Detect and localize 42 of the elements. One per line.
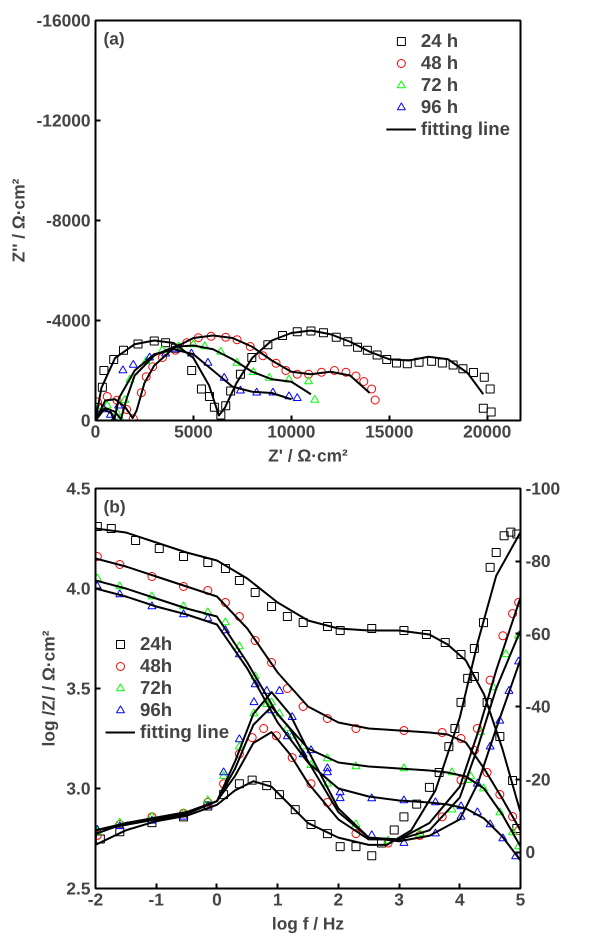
legend-label: fitting line bbox=[420, 118, 510, 140]
y2-tick-label: 0 bbox=[526, 842, 536, 862]
y-tick-label: -8000 bbox=[46, 210, 91, 230]
y-tick-label: -4000 bbox=[46, 310, 91, 330]
x-tick-label: 4 bbox=[454, 890, 465, 910]
y-tick-label: 3.0 bbox=[66, 778, 91, 798]
legend-label: 96 h bbox=[420, 96, 458, 118]
y2-tick-label: -80 bbox=[526, 551, 551, 572]
x-tick-label: 20000 bbox=[463, 422, 512, 442]
text: (a) bbox=[104, 28, 125, 48]
x-tick-label: 1 bbox=[272, 890, 283, 910]
x-axis-title: log f / Hz bbox=[272, 914, 344, 934]
x-axis-title: Z' / Ω·cm² bbox=[268, 446, 348, 466]
text: (b) bbox=[104, 496, 126, 516]
y-tick-label: 2.5 bbox=[66, 878, 91, 898]
legend-label: 72h bbox=[140, 677, 172, 699]
y-tick-label: -12000 bbox=[36, 110, 91, 130]
legend-label: 48h bbox=[140, 655, 172, 677]
y2-tick-label: -100 bbox=[526, 478, 560, 498]
x-tick-label: 0 bbox=[212, 890, 222, 910]
legend-label: 24 h bbox=[420, 30, 458, 52]
x-tick-label: 5000 bbox=[174, 422, 213, 442]
x-tick-label: 2 bbox=[334, 890, 344, 910]
legend-label: 24h bbox=[140, 633, 172, 655]
y-axis-title: log /Z/ / Ω·cm² bbox=[38, 630, 58, 746]
legend-label: 72 h bbox=[420, 74, 458, 96]
legend-label: 48 h bbox=[420, 52, 458, 74]
y-tick-label: 3.5 bbox=[66, 678, 91, 698]
y2-tick-label: -60 bbox=[526, 624, 551, 644]
x-tick-label: 3 bbox=[394, 890, 404, 910]
x-tick-label: 15000 bbox=[365, 422, 414, 442]
y-axis-title: Z'' / Ω·cm² bbox=[8, 178, 29, 262]
y-tick-label: -16000 bbox=[36, 10, 91, 30]
y-tick-label: 4.0 bbox=[66, 578, 91, 598]
x-tick-label: 10000 bbox=[267, 422, 316, 442]
x-tick-label: -1 bbox=[148, 890, 164, 910]
legend-label: fitting line bbox=[140, 721, 230, 743]
y-tick-label: 4.5 bbox=[66, 478, 91, 498]
x-tick-label: 5 bbox=[516, 890, 526, 910]
y2-tick-label: -40 bbox=[526, 696, 551, 717]
y2-tick-label: -20 bbox=[526, 769, 551, 790]
legend-label: 96h bbox=[140, 699, 172, 721]
